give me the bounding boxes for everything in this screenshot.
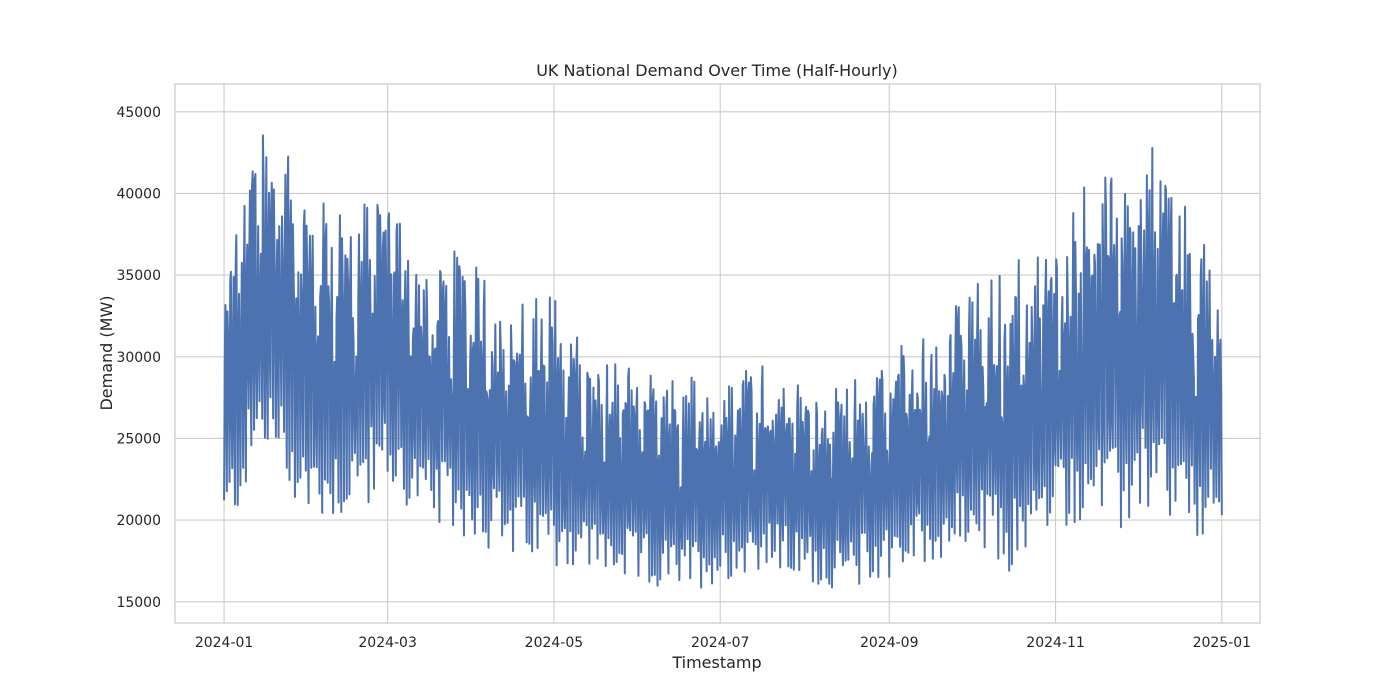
y-tick-label: 35000 [116,268,161,284]
chart-title: UK National Demand Over Time (Half-Hourl… [536,61,898,80]
demand-line [223,134,1223,589]
y-tick-label: 20000 [116,513,161,529]
y-tick-label: 25000 [116,431,161,447]
series-line [223,134,1223,589]
x-axis-label: Timestamp [671,653,761,672]
x-tick-label: 2024-11 [1026,635,1085,651]
x-axis: 2024-01 2024-03 2024-05 2024-07 2024-09 2024-… [195,635,1251,651]
x-tick-label: 2025-01 [1193,635,1252,651]
x-tick-label: 2024-07 [691,635,750,651]
y-tick-label: 40000 [116,186,161,202]
x-tick-label: 2024-05 [525,635,584,651]
y-axis-label: Demand (MW) [97,295,116,410]
x-tick-label: 2024-01 [195,635,254,651]
y-tick-label: 15000 [116,595,161,611]
y-tick-label: 30000 [116,350,161,366]
x-tick-label: 2024-03 [358,635,417,651]
y-axis: 15000 20000 25000 30000 35000 40000 45000 [116,105,161,611]
x-tick-label: 2024-09 [860,635,919,651]
y-tick-label: 45000 [116,105,161,121]
plot-frame [174,83,1261,624]
